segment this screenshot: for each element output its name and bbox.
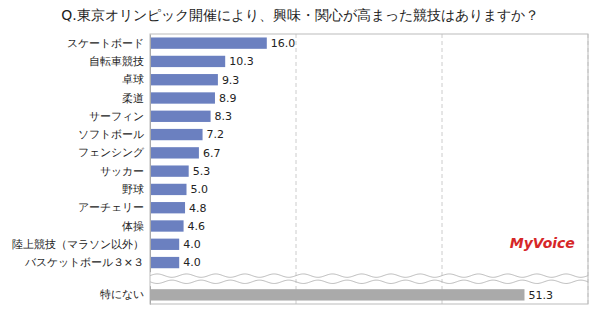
separator-line <box>150 280 588 283</box>
bar <box>150 239 179 250</box>
y-tick-label: 柔道 <box>122 92 144 105</box>
bar <box>150 56 225 67</box>
y-tick: 野球 <box>122 183 144 196</box>
data-label: 4.6 <box>188 220 206 233</box>
y-tick: サッカー <box>100 165 144 178</box>
y-tick-label: フェンシング <box>78 146 145 159</box>
data-labels: 16.0 10.3 9.3 8.9 8.3 7.2 6.7 5.3 5.0 4.8 4.6 4.0 4.… <box>183 37 553 302</box>
data-label: 7.2 <box>207 128 225 141</box>
data-label: 5.0 <box>191 183 209 196</box>
data-label: 10.3 <box>229 55 254 68</box>
y-axis: スケートボード自転車競技卓球柔道サーフィンソフトボールフェンシングサッカー野球ア… <box>12 35 151 273</box>
data-label: 9.3 <box>222 74 240 87</box>
grid <box>296 34 588 304</box>
y-tick: フェンシング <box>78 146 145 159</box>
separator <box>150 274 588 284</box>
data-label: 4.0 <box>183 256 201 269</box>
data-label: 6.7 <box>203 147 221 160</box>
grid-line <box>442 34 443 304</box>
y-tick: 卓球 <box>122 73 144 86</box>
y-tick: ソフトボール <box>78 128 144 141</box>
y-tick-label: 体操 <box>122 220 144 233</box>
y-tick: スケートボード <box>67 37 144 50</box>
bar <box>150 74 218 85</box>
data-label: 16.0 <box>271 37 296 50</box>
y-tick-label: 野球 <box>122 183 144 196</box>
y-tick-label: ソフトボール <box>78 128 144 141</box>
bar <box>150 184 187 195</box>
annotation: MyVoice <box>510 235 575 251</box>
y-tick: 体操 <box>122 220 144 233</box>
data-label: 8.3 <box>215 110 233 123</box>
bar <box>150 37 267 48</box>
title: Q.東京オリンピック開催により、興味・関心が高まった競技はありますか？ <box>61 7 538 23</box>
bar <box>150 111 211 122</box>
bar <box>150 92 215 103</box>
y-tick: 柔道 <box>122 92 144 105</box>
y-tick-label: サーフィン <box>89 110 144 123</box>
plot-frame <box>150 34 588 304</box>
bar <box>150 220 184 231</box>
y-tick-label: サッカー <box>100 165 144 178</box>
y-tick-label: 特にない <box>100 288 144 301</box>
separator-line <box>150 274 588 277</box>
bars <box>150 37 524 300</box>
y-tick-label: 陸上競技（マラソン以外） <box>12 238 144 251</box>
y-tick-label: 卓球 <box>122 73 144 86</box>
y-tick: 陸上競技（マラソン以外） <box>12 238 144 251</box>
bar <box>150 129 203 140</box>
bar <box>150 289 524 300</box>
y-tick-label: 自転車競技 <box>89 55 144 68</box>
y-tick-label: スケートボード <box>67 37 144 50</box>
bar <box>150 202 185 213</box>
data-label: 4.0 <box>183 238 201 251</box>
chart: Q.東京オリンピック開催により、興味・関心が高まった競技はありますか？16.01… <box>0 0 600 312</box>
bar <box>150 165 189 176</box>
y-tick: バスケットボール３×３ <box>24 256 144 269</box>
grid-line <box>296 34 297 304</box>
data-label: 4.8 <box>189 202 207 215</box>
data-label: 5.3 <box>193 165 211 178</box>
y-tick: 自転車競技 <box>89 55 144 68</box>
bar <box>150 257 179 268</box>
y-tick: アーチェリー <box>78 201 144 214</box>
data-label: 8.9 <box>219 92 237 105</box>
y-tick: サーフィン <box>89 110 144 123</box>
y-axis-special: 特にない <box>100 286 151 304</box>
y-tick: 特にない <box>100 288 144 301</box>
y-tick-label: アーチェリー <box>78 201 144 214</box>
y-tick-label: バスケットボール３×３ <box>24 256 144 269</box>
bar <box>150 147 199 158</box>
data-label: 51.3 <box>528 289 553 302</box>
